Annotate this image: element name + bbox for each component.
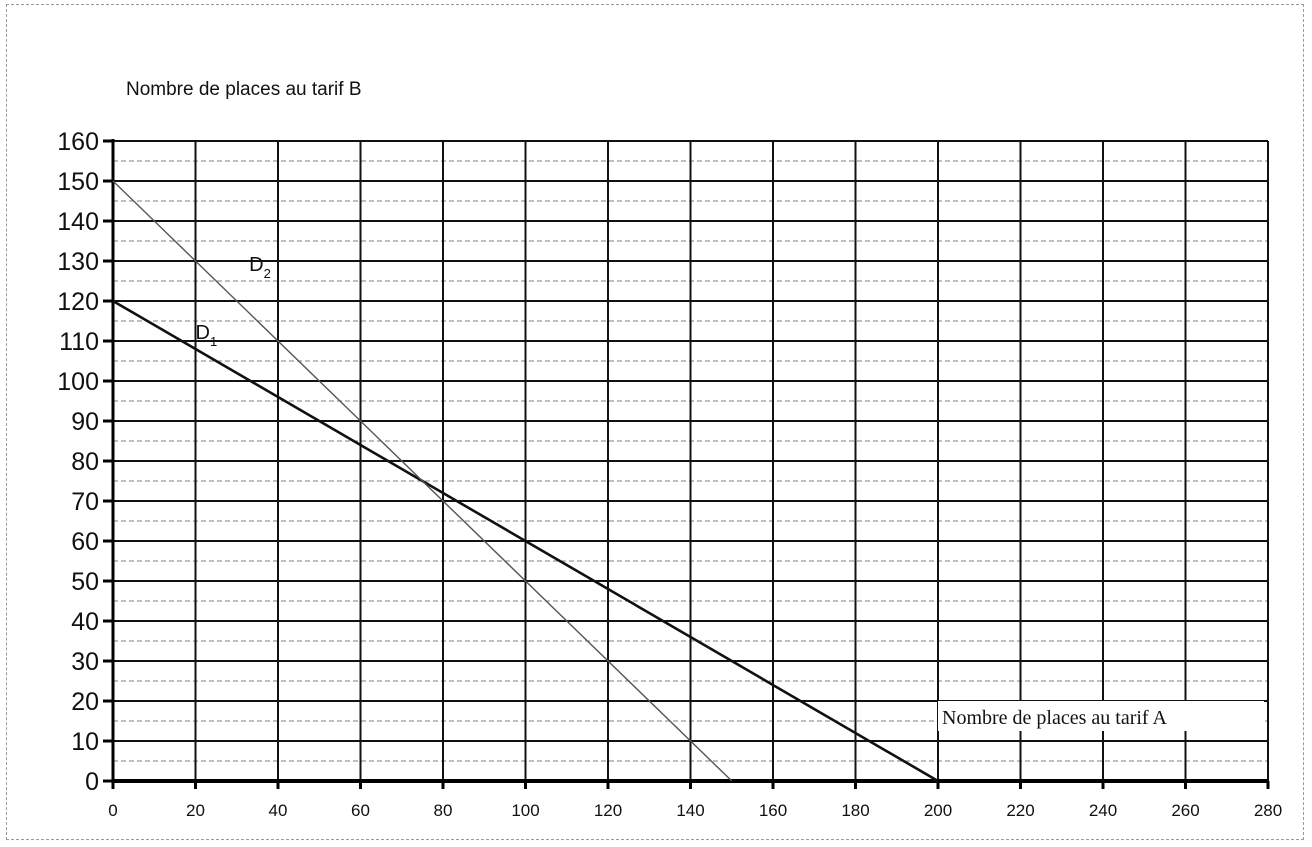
- x-tick-label: 180: [841, 801, 869, 820]
- x-tick-label: 0: [108, 801, 117, 820]
- y-axis-title: Nombre de places au tarif B: [126, 79, 362, 100]
- x-tick-label: 60: [351, 801, 370, 820]
- x-tick-label: 120: [594, 801, 622, 820]
- series-lines: [112, 180, 939, 783]
- x-tick-label: 20: [186, 801, 205, 820]
- x-tick-label: 260: [1171, 801, 1199, 820]
- x-tick-label: 160: [759, 801, 787, 820]
- y-tick-label: 50: [71, 568, 99, 596]
- y-tick-label: 130: [57, 248, 99, 276]
- y-tick-label: 0: [85, 768, 99, 796]
- y-tick-labels: 0 10 20 30 40 50 60 70 80 90 100 110 120 130 140 150 160: [57, 128, 99, 796]
- y-tick-label: 60: [71, 528, 99, 556]
- x-axis-title: Nombre de places au tarif A: [942, 707, 1167, 729]
- x-tick-label: 100: [511, 801, 539, 820]
- x-tick-label: 280: [1254, 801, 1282, 820]
- x-tick-label: 240: [1089, 801, 1117, 820]
- x-tick-label: 220: [1006, 801, 1034, 820]
- y-tick-label: 140: [57, 208, 99, 236]
- y-tick-label: 10: [71, 728, 99, 756]
- axes: [103, 139, 1270, 789]
- x-tick-label: 80: [434, 801, 453, 820]
- series-label-d1: D1: [196, 322, 218, 349]
- x-tick-labels: 0 20 40 60 80 100 120 140 160 180 200 220 240 260 280: [108, 801, 1282, 820]
- y-tick-label: 120: [57, 288, 99, 316]
- x-axis-title-background: [938, 701, 1264, 731]
- series-label-d2: D2: [249, 254, 271, 281]
- y-tick-label: 100: [57, 368, 99, 396]
- y-tick-label: 30: [71, 648, 99, 676]
- chart-frame: [6, 4, 1304, 840]
- series-labels: D1 D2: [196, 254, 271, 349]
- series-line-d2: [112, 180, 733, 782]
- y-tick-label: 90: [71, 408, 99, 436]
- series-line-d1: [112, 299, 939, 783]
- x-tick-label: 40: [269, 801, 288, 820]
- y-tick-label: 150: [57, 168, 99, 196]
- y-tick-label: 110: [59, 328, 99, 356]
- y-tick-label: 160: [57, 128, 99, 156]
- y-tick-label: 80: [71, 448, 99, 476]
- y-tick-label: 70: [71, 488, 99, 516]
- y-tick-label: 20: [71, 688, 99, 716]
- y-tick-label: 40: [71, 608, 99, 636]
- x-tick-label: 140: [676, 801, 704, 820]
- x-tick-label: 200: [924, 801, 952, 820]
- grid: [113, 140, 1269, 781]
